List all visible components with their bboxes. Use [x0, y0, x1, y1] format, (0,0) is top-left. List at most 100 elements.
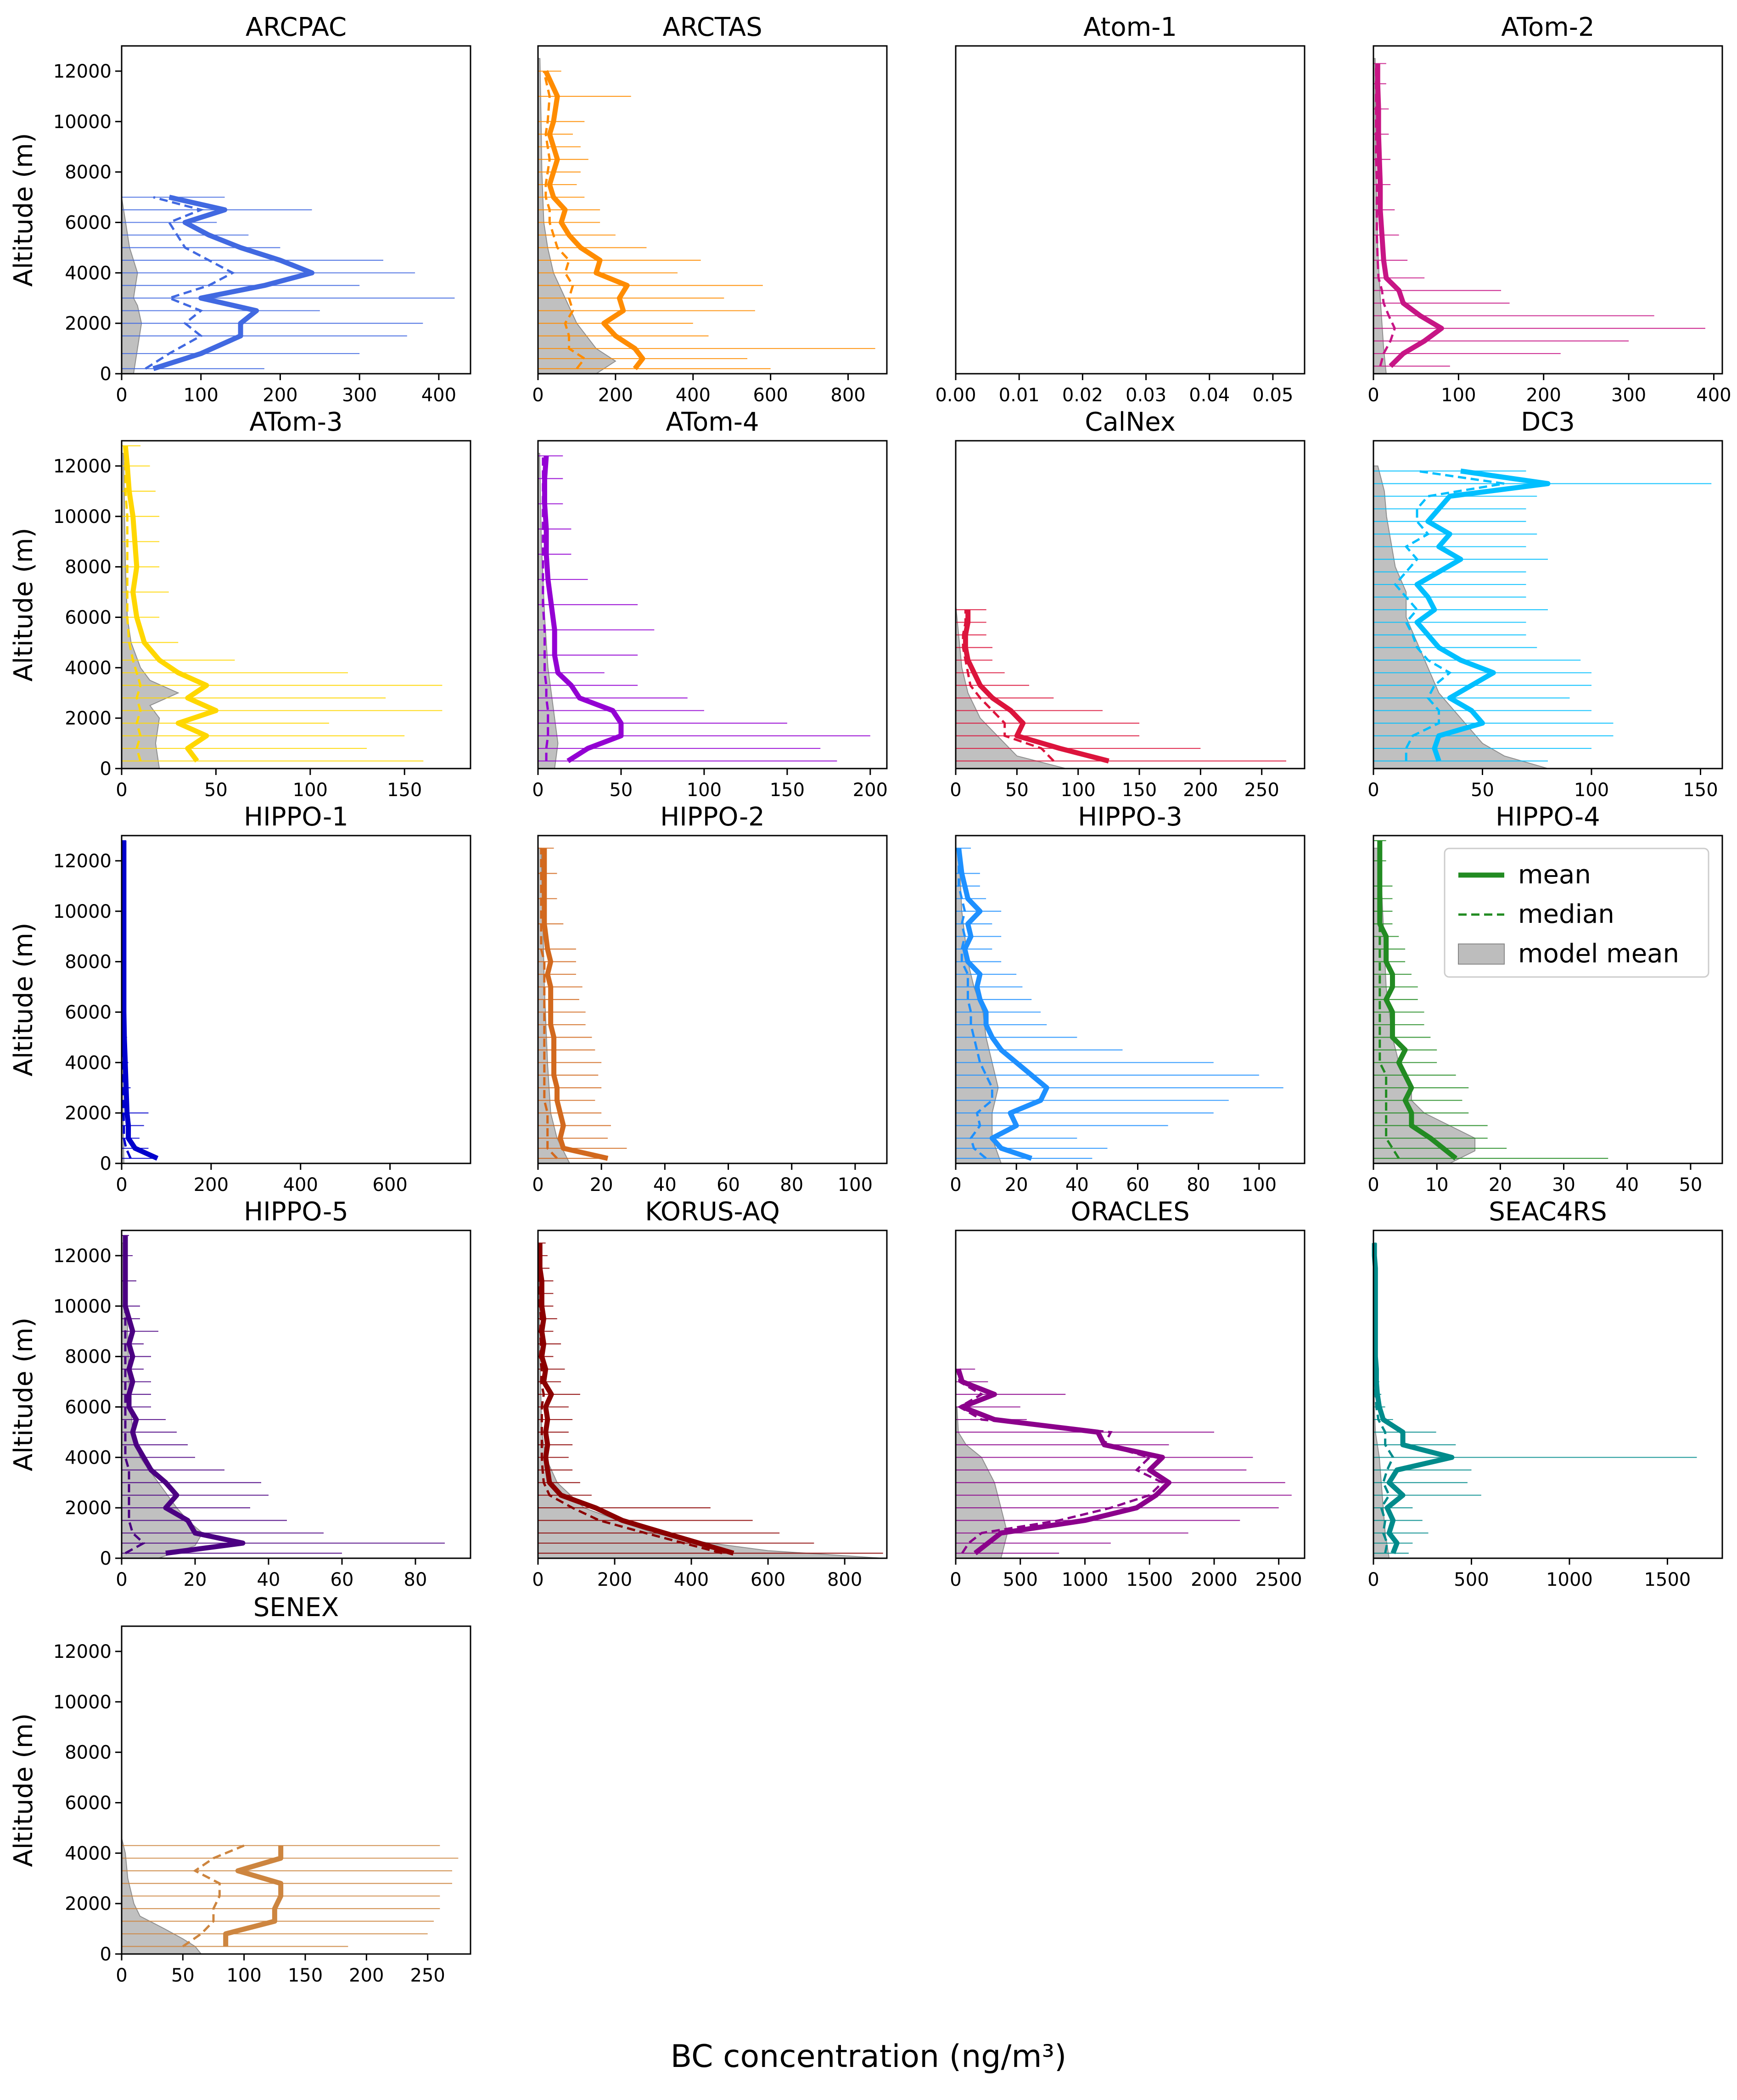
- x-tick-label: 300: [1611, 385, 1646, 406]
- y-tick-label: 2000: [65, 1893, 112, 1915]
- plot-frame: [121, 835, 471, 1164]
- y-tick-label: 8000: [65, 162, 112, 183]
- x-tick-label: 50: [609, 780, 633, 801]
- plot-frame: [121, 1230, 471, 1559]
- x-tick-label: 0.02: [1062, 385, 1103, 406]
- panel-hippo-5: HIPPO-5 0 20 40 60 80 0 2000 4000 6000 8000 10000 12…: [9, 1197, 471, 1590]
- panel-title: SEAC4RS: [1489, 1197, 1607, 1227]
- mean-line: [1414, 468, 1551, 762]
- y-tick-label: 12000: [53, 1246, 112, 1267]
- panel-title: CalNex: [1085, 407, 1175, 437]
- x-tick-label: 400: [676, 385, 711, 406]
- y-tick-label: 12000: [53, 61, 112, 82]
- x-tick-label: 80: [780, 1174, 803, 1196]
- x-tick-label: 30: [1552, 1174, 1575, 1196]
- mean-line: [1375, 63, 1444, 368]
- panel-title: ATom-3: [249, 407, 342, 437]
- x-tick-label: 0: [116, 1965, 127, 1986]
- x-tick-label: 100: [1574, 780, 1609, 801]
- plot-frame: [955, 45, 1306, 375]
- y-tick-label: 6000: [65, 1792, 112, 1814]
- x-tick-label: 400: [674, 1569, 709, 1590]
- panel-title: SENEX: [253, 1593, 339, 1623]
- x-tick-label: 500: [1454, 1569, 1489, 1590]
- plot-frame: [121, 1625, 471, 1955]
- panel-title: ATom-4: [666, 407, 759, 437]
- x-tick-label: 0.05: [1252, 385, 1293, 406]
- x-tick-label: 80: [404, 1569, 427, 1590]
- x-tick-label: 200: [263, 385, 297, 406]
- x-tick-label: 2500: [1255, 1569, 1302, 1590]
- panel-seac4rs: SEAC4RS 0 500 1000 1500: [1367, 1197, 1723, 1590]
- y-tick-label: 6000: [65, 1397, 112, 1418]
- plot-frame: [537, 835, 888, 1164]
- x-tick-label: 1000: [1062, 1569, 1109, 1590]
- mean-line: [121, 840, 159, 1161]
- x-tick-label: 80: [1187, 1174, 1210, 1196]
- x-tick-label: 200: [349, 1965, 384, 1986]
- x-tick-label: 20: [590, 1174, 613, 1196]
- x-tick-label: 250: [1244, 780, 1279, 801]
- y-tick-label: 0: [100, 1153, 112, 1174]
- mean-line: [542, 455, 624, 764]
- x-tick-label: 40: [653, 1174, 677, 1196]
- x-tick-label: 40: [257, 1569, 280, 1590]
- model-mean-area: [955, 848, 1002, 1164]
- x-tick-label: 1500: [1644, 1569, 1691, 1590]
- y-tick-label: 12000: [53, 851, 112, 872]
- x-tick-label: 0: [532, 1569, 544, 1590]
- x-tick-label: 500: [1003, 1569, 1038, 1590]
- x-tick-label: 600: [753, 385, 788, 406]
- model-mean-area: [121, 453, 179, 769]
- mean-line: [152, 195, 315, 371]
- x-tick-label: 200: [597, 1569, 632, 1590]
- panel-arctas: ARCTAS 0 200 400 600 800: [532, 12, 888, 406]
- mean-line: [123, 445, 219, 763]
- x-tick-label: 2000: [1191, 1569, 1238, 1590]
- mean-line: [956, 1368, 1171, 1555]
- x-tick-label: 400: [421, 385, 456, 406]
- y-tick-label: 4000: [65, 1843, 112, 1864]
- panel-hippo-4: HIPPO-4 0 10 20 30 40 50: [1367, 802, 1723, 1196]
- y-tick-label: 10000: [53, 901, 112, 922]
- x-tick-label: 0: [950, 780, 961, 801]
- plot-frame: [1373, 835, 1723, 1164]
- median-line: [145, 196, 235, 370]
- x-tick-label: 20: [1489, 1174, 1512, 1196]
- y-tick-label: 2000: [65, 1103, 112, 1124]
- panel-title: ARCTAS: [662, 12, 762, 42]
- x-tick-label: 150: [1683, 780, 1718, 801]
- legend: mean median model mean: [1444, 848, 1709, 978]
- x-tick-label: 200: [853, 780, 888, 801]
- panel-senex: SENEX 0 50 100 150 200 250 0 2000 4000 6000 8000 100…: [9, 1593, 471, 1986]
- x-tick-label: 0: [532, 1174, 544, 1196]
- panel-hippo-3: HIPPO-3 0 20 40 60 80 100: [950, 802, 1306, 1196]
- panel-atom-2: ATom-2 0 100 200 300 400: [1367, 12, 1731, 406]
- panel-title: HIPPO-5: [244, 1197, 348, 1227]
- x-tick-label: 60: [331, 1569, 354, 1590]
- y-tick-label: 8000: [65, 1347, 112, 1368]
- panel-title: HIPPO-1: [244, 802, 348, 832]
- panel-title: DC3: [1521, 407, 1575, 437]
- x-tick-label: 50: [1005, 780, 1029, 801]
- x-tick-label: 100: [1441, 385, 1476, 406]
- panel-calnex: CalNex 0 50 100 150 200 250: [950, 407, 1306, 801]
- x-tick-label: 20: [184, 1569, 207, 1590]
- plot-frame: [121, 45, 471, 375]
- plot-frame: [537, 440, 888, 769]
- y-tick-label: 6000: [65, 212, 112, 233]
- median-line: [124, 1235, 146, 1555]
- x-tick-label: 400: [1696, 385, 1731, 406]
- y-axis-label: Altitude (m): [9, 923, 39, 1077]
- panel-title: ATom-2: [1501, 12, 1594, 42]
- y-tick-label: 4000: [65, 657, 112, 679]
- panel-title: HIPPO-4: [1496, 802, 1600, 832]
- x-tick-label: 50: [1471, 780, 1494, 801]
- median-line: [182, 1844, 245, 1948]
- median-line: [1375, 63, 1396, 367]
- median-line: [540, 848, 558, 1159]
- mean-line: [537, 1243, 734, 1556]
- x-tick-label: 60: [717, 1174, 740, 1196]
- x-tick-label: 0: [1367, 385, 1379, 406]
- x-tick-label: 800: [830, 385, 865, 406]
